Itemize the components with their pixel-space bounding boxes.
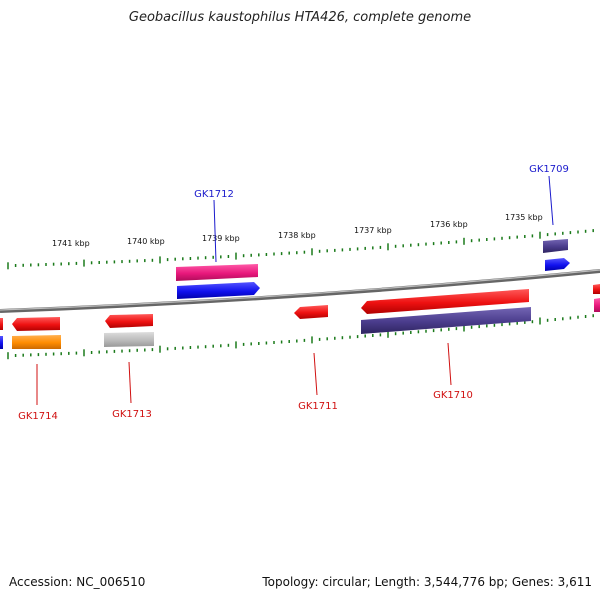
accession-text: Accession: NC_006510: [9, 575, 146, 589]
leader-gk1709: [548, 175, 554, 226]
gene-gk1714-orange-bar[interactable]: [12, 335, 61, 349]
genome-backbone-highlight: [0, 269, 600, 311]
genome-summary-text: Topology: circular; Length: 3,544,776 bp…: [262, 575, 592, 589]
gene-gk1712-blue-arrow[interactable]: [177, 282, 260, 299]
gene-gk1709-purple-bar[interactable]: [543, 239, 568, 253]
gene-gk1709-blue-arrow[interactable]: [545, 258, 570, 271]
leader-gk1713: [128, 361, 132, 404]
gene-label-gk1714[interactable]: GK1714: [18, 411, 58, 422]
scale-label-1735: 1735 kbp: [505, 213, 543, 222]
gene-left-edge-blue-bar[interactable]: [0, 336, 3, 349]
scale-label-1737: 1737 kbp: [354, 226, 392, 235]
gene-gk1710-purple-bar[interactable]: [361, 307, 531, 334]
gene-left-edge-red-bar[interactable]: [0, 318, 3, 330]
genome-backbone: [0, 269, 600, 313]
gene-gk1710-red-arrow[interactable]: [361, 289, 529, 314]
scale-label-1741: 1741 kbp: [52, 239, 90, 248]
scale-label-1736: 1736 kbp: [430, 220, 468, 229]
gene-label-gk1713[interactable]: GK1713: [112, 409, 152, 420]
gene-gk1714-red-arrow[interactable]: [12, 317, 60, 331]
gene-gk1713-red-arrow[interactable]: [105, 314, 153, 328]
scale-label-1738: 1738 kbp: [278, 231, 316, 240]
leader-gk1712: [213, 199, 217, 263]
leader-gk1710: [447, 342, 452, 386]
scale-label-1740: 1740 kbp: [127, 237, 165, 246]
gene-right-edge-pink-bar[interactable]: [594, 298, 600, 312]
outer-scale-ticks: [7, 229, 594, 270]
scale-label-1739: 1739 kbp: [202, 234, 240, 243]
gene-gk1713-gray-bar[interactable]: [104, 332, 154, 347]
gene-label-gk1710[interactable]: GK1710: [433, 390, 473, 401]
gene-gk1712-pink-bar[interactable]: [176, 264, 258, 281]
leader-gk1711: [313, 352, 318, 396]
gene-right-edge-red-arrow[interactable]: [593, 284, 600, 294]
gene-label-gk1711[interactable]: GK1711: [298, 401, 338, 412]
gene-gk1711-red-arrow[interactable]: [294, 305, 328, 319]
gene-label-gk1709[interactable]: GK1709: [529, 164, 569, 175]
genome-title: Geobacillus kaustophilus HTA426, complet…: [128, 10, 472, 25]
gene-label-gk1712[interactable]: GK1712: [194, 189, 234, 200]
